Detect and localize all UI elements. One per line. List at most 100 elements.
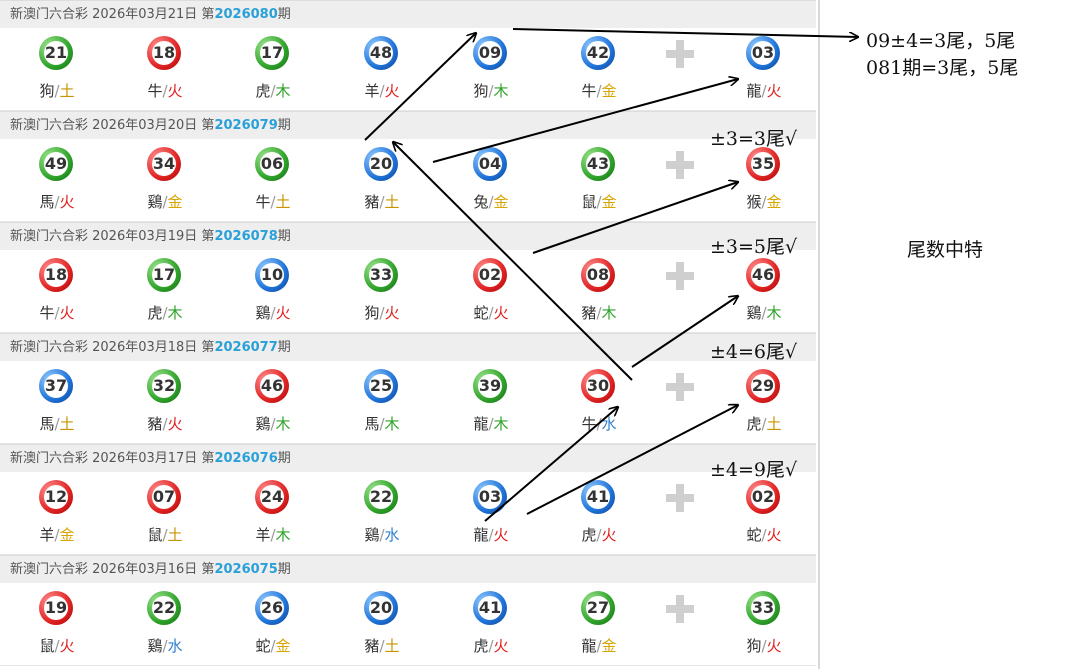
element-label: 金 [601,637,617,655]
draw-header: 新澳门六合彩 2026年03月17日 第2026076期 [0,444,816,472]
ball-zodiac-element: 鷄/火 [243,302,303,323]
zodiac-label: 龍 [746,82,762,100]
ball-cell: 49 馬/火 [27,139,87,219]
draw-header: 新澳门六合彩 2026年03月21日 第2026080期 [0,0,816,28]
zodiac-label: 馬 [364,415,380,433]
ball-number: 09 [478,41,502,65]
arrow-to-note [512,28,858,37]
element-label: 火 [167,82,183,100]
ball-number: 20 [369,152,393,176]
ball-cell: 03 龍/火 [461,472,521,552]
lottery-ball: 17 [255,36,289,70]
ball-number: 22 [369,485,393,509]
element-label: 金 [59,526,75,544]
separator: / [488,304,494,322]
separator: / [162,637,168,655]
arrow-to-03 [432,79,738,163]
zodiac-label: 虎 [473,637,489,655]
element-label: 木 [275,415,291,433]
draw-issue-number: 2026075 [214,562,278,577]
ball-number: 46 [751,263,775,287]
separator: / [162,82,168,100]
arrow-to-35 [532,182,738,254]
separator: / [379,193,385,211]
special-ball-cell: 29 虎/土 [734,361,794,441]
ball-zodiac-element: 鷄/金 [135,191,195,212]
element-label: 金 [493,193,509,211]
ball-number: 07 [152,485,176,509]
ball-number: 03 [751,41,775,65]
ball-number: 10 [260,263,284,287]
ball-zodiac-element: 羊/火 [352,80,412,101]
separator: / [488,193,494,211]
ball-number: 17 [260,41,284,65]
ball-cell: 37 馬/土 [27,361,87,441]
special-ball-cell: 33 狗/火 [734,583,794,663]
ball-cell: 25 馬/木 [352,361,412,441]
separator: / [379,415,385,433]
ball-cell: 43 鼠/金 [569,139,629,219]
draw-title: 新澳门六合彩 2026年03月16日 第 [10,562,215,577]
ball-cell: 27 龍/金 [569,583,629,663]
zodiac-label: 鼠 [147,526,163,544]
lottery-ball: 48 [364,36,398,70]
zodiac-label: 猴 [746,193,762,211]
lottery-ball: 41 [473,591,507,625]
ball-number: 41 [478,596,502,620]
element-label: 火 [766,637,782,655]
ball-cell: 22 鷄/水 [135,583,195,663]
draw-ball-row: 12 羊/金 07 鼠/土 24 羊/木 22 鷄/水 03 龍/火 41 虎/火 02 蛇/火 [0,472,816,555]
ball-zodiac-element: 龍/木 [461,413,521,434]
ball-number: 20 [369,596,393,620]
arrow-03-to-30 [484,407,618,522]
ball-zodiac-element: 鷄/水 [352,524,412,545]
element-label: 火 [59,637,75,655]
element-label: 水 [167,637,183,655]
draw-title: 新澳门六合彩 2026年03月19日 第 [10,229,215,244]
ball-zodiac-element: 豬/土 [352,635,412,656]
lottery-ball: 17 [147,258,181,292]
element-label: 火 [766,526,782,544]
ball-zodiac-element: 蛇/火 [734,524,794,545]
ball-cell: 17 虎/木 [135,250,195,330]
ball-number: 04 [478,152,502,176]
ball-cell: 33 狗/火 [352,250,412,330]
lottery-ball: 03 [473,480,507,514]
special-ball-cell: 03 龍/火 [734,28,794,108]
zodiac-label: 鷄 [255,415,271,433]
draw-title: 新澳门六合彩 2026年03月20日 第 [10,118,215,133]
separator: / [596,637,602,655]
lottery-ball: 21 [39,36,73,70]
ball-number: 42 [586,41,610,65]
ball-zodiac-element: 狗/木 [461,80,521,101]
separator: / [162,526,168,544]
lottery-ball: 42 [581,36,615,70]
zodiac-label: 鷄 [255,304,271,322]
ball-number: 37 [44,374,68,398]
separator: / [379,82,385,100]
ball-number: 33 [751,596,775,620]
draw-issue-number: 2026078 [214,229,278,244]
element-label: 木 [167,304,183,322]
ball-zodiac-element: 鼠/土 [135,524,195,545]
zodiac-label: 蛇 [746,526,762,544]
ball-zodiac-element: 馬/木 [352,413,412,434]
draw-title: 新澳门六合彩 2026年03月17日 第 [10,451,215,466]
ball-number: 08 [586,263,610,287]
element-label: 木 [493,82,509,100]
ball-cell: 06 牛/土 [243,139,303,219]
draw-issue-number: 2026076 [214,451,278,466]
zodiac-label: 豬 [364,637,380,655]
element-label: 火 [59,193,75,211]
ball-zodiac-element: 虎/火 [461,635,521,656]
ball-number: 17 [152,263,176,287]
element-label: 金 [766,193,782,211]
element-label: 土 [384,193,400,211]
separator: / [54,193,60,211]
ball-zodiac-element: 豬/木 [569,302,629,323]
lottery-ball: 18 [147,36,181,70]
ball-number: 22 [152,596,176,620]
ball-cell: 22 鷄/水 [352,472,412,552]
ball-number: 33 [369,263,393,287]
